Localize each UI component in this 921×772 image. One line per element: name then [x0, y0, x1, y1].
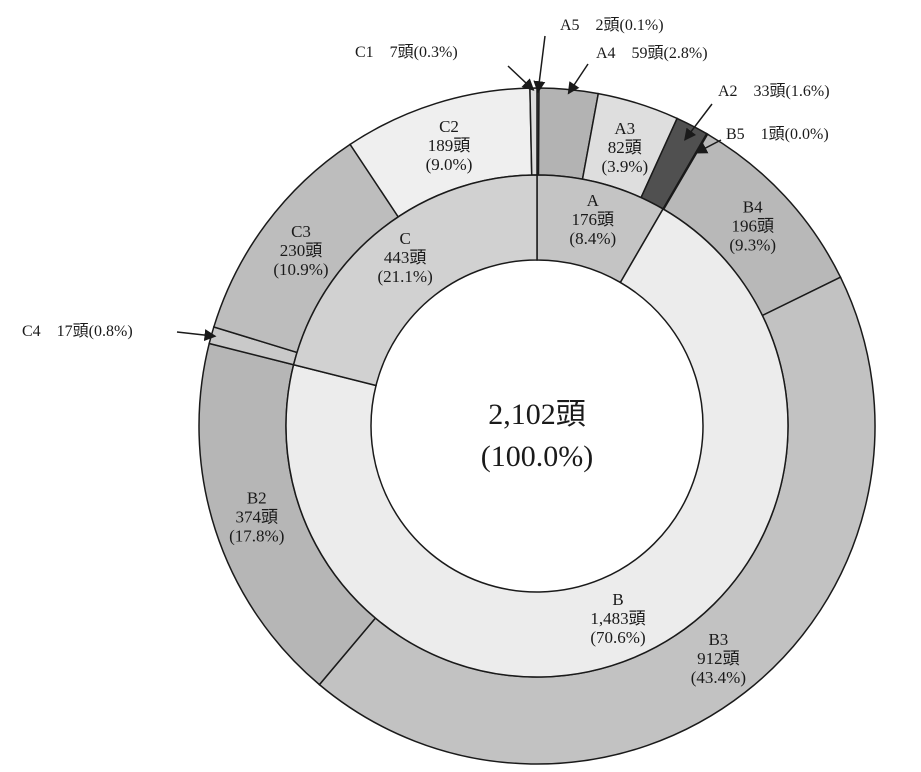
outer-a3-name-label: A3	[614, 119, 635, 138]
outer-b3-name-label: B3	[708, 630, 728, 649]
outer-b3-count-label: 912頭	[697, 649, 740, 668]
callout-label-c4: C4 17頭(0.8%)	[22, 323, 133, 340]
inner-slice-c	[292, 174, 538, 387]
center-count-label: 2,102頭	[488, 398, 586, 431]
callout-arrow-a5	[533, 35, 546, 94]
callout-arrow-c4	[176, 329, 217, 342]
outer-b2-percent-label: (17.8%)	[229, 527, 284, 546]
outer-a3-percent-label: (3.9%)	[601, 157, 648, 176]
callout-arrow-c1	[507, 65, 535, 91]
inner-b-percent-label: (70.6%)	[590, 628, 645, 647]
callout-layer: A5 2頭(0.1%) A4 59頭(2.8%) C1 7頭(0.3%) A2 33頭…	[22, 17, 830, 342]
callout-arrow-b5	[695, 139, 722, 154]
outer-slice-b3	[318, 276, 876, 765]
inner-slice-b	[285, 207, 789, 678]
center-total: 2,102頭 (100.0%)	[481, 398, 593, 473]
outer-c2-count-label: 189頭	[428, 136, 471, 155]
inner-c-name-label: C	[399, 229, 410, 248]
inner-b-count-label: 1,483頭	[590, 609, 645, 628]
callout-label-a2: A2 33頭(1.6%)	[718, 83, 830, 100]
inner-a-name-label: A	[587, 191, 600, 210]
inner-c-percent-label: (21.1%)	[378, 267, 433, 286]
outer-b3-percent-label: (43.4%)	[691, 668, 746, 687]
outer-c2-name-label: C2	[439, 117, 459, 136]
callout-label-a4: A4 59頭(2.8%)	[596, 45, 708, 62]
outer-c3-name-label: C3	[291, 222, 311, 241]
outer-b4-percent-label: (9.3%)	[729, 236, 776, 255]
callout-label-a5: A5 2頭(0.1%)	[560, 17, 664, 34]
outer-b2-name-label: B2	[247, 489, 267, 508]
center-percent-label: (100.0%)	[481, 440, 593, 473]
callout-label-c1: C1 7頭(0.3%)	[355, 44, 458, 61]
callout-arrow-a2	[684, 103, 713, 141]
callout-arrow-a4	[567, 63, 589, 95]
outer-c3-count-label: 230頭	[280, 241, 323, 260]
outer-a3-count-label: 82頭	[608, 138, 642, 157]
outer-b4-count-label: 196頭	[731, 217, 774, 236]
outer-slice-c1	[529, 87, 538, 176]
outer-b4-name-label: B4	[743, 198, 763, 217]
inner-a-percent-label: (8.4%)	[569, 229, 616, 248]
inner-c-count-label: 443頭	[384, 248, 427, 267]
callout-label-b5: B5 1頭(0.0%)	[726, 126, 829, 143]
inner-a-count-label: 176頭	[572, 210, 615, 229]
inner-ring	[285, 174, 789, 678]
inner-b-name-label: B	[612, 590, 623, 609]
outer-b2-count-label: 374頭	[236, 508, 279, 527]
outer-c3-percent-label: (10.9%)	[273, 260, 328, 279]
outer-c2-percent-label: (9.0%)	[426, 155, 473, 174]
